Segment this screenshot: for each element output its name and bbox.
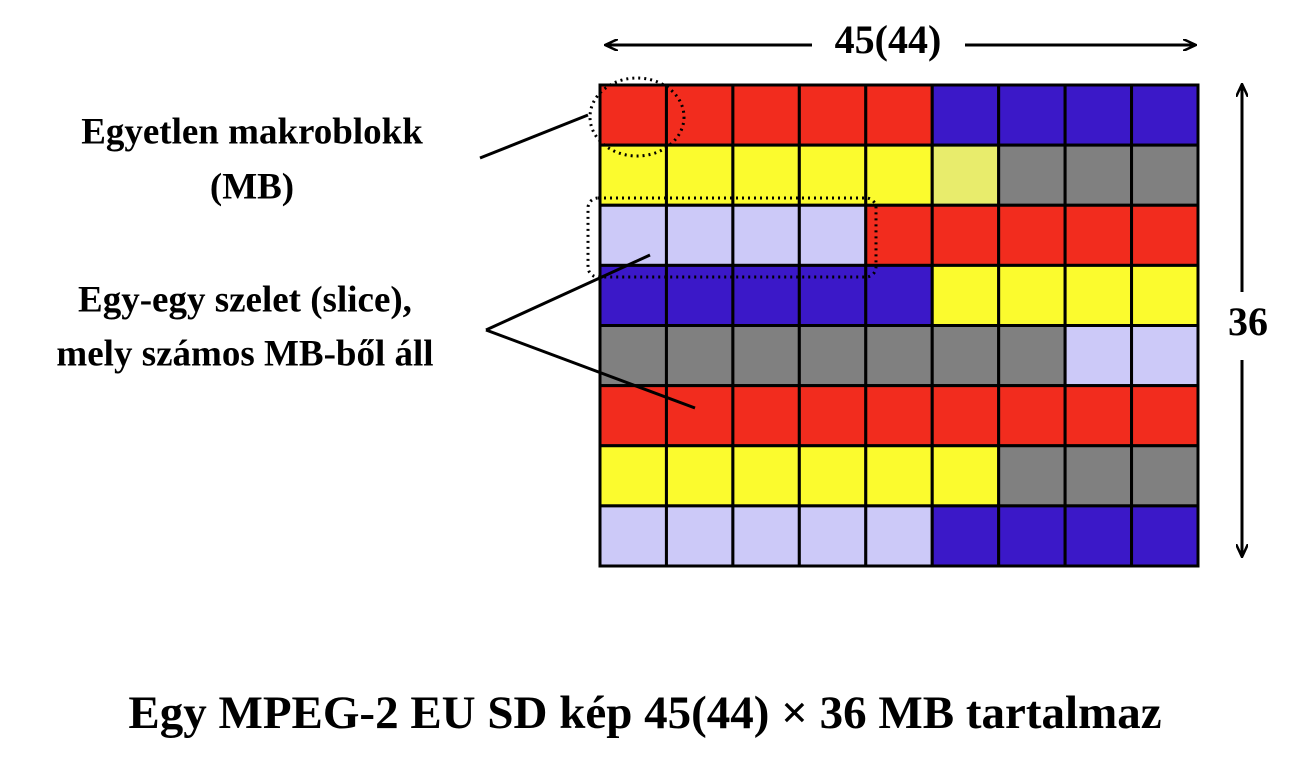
- macroblock: [1063, 324, 1134, 388]
- macroblock: [997, 324, 1067, 388]
- macroblock-label: (MB): [210, 166, 294, 207]
- macroblock: [864, 143, 934, 207]
- macroblock: [731, 143, 801, 207]
- macroblock: [664, 263, 735, 327]
- macroblock: [797, 83, 868, 147]
- macroblock: [598, 143, 668, 207]
- macroblock: [930, 83, 1001, 147]
- macroblock: [797, 504, 868, 568]
- macroblock: [864, 324, 934, 388]
- macroblock: [930, 324, 1001, 388]
- macroblock: [864, 263, 934, 327]
- macroblock: [864, 504, 934, 568]
- macroblock: [1130, 263, 1200, 327]
- macroblock: [797, 384, 868, 448]
- macroblock: [664, 444, 735, 508]
- macroblock: [930, 143, 1001, 207]
- macroblock: [1130, 324, 1200, 388]
- macroblock: [1063, 203, 1134, 267]
- macroblock: [598, 504, 668, 568]
- macroblock: [930, 384, 1001, 448]
- macroblock: [1063, 504, 1134, 568]
- macroblock: [664, 324, 735, 388]
- macroblock: [1130, 504, 1200, 568]
- macroblock: [1130, 203, 1200, 267]
- macroblock: [797, 444, 868, 508]
- caption: Egy MPEG-2 EU SD kép 45(44) × 36 MB tart…: [128, 687, 1161, 739]
- macroblock: [997, 263, 1067, 327]
- macroblock: [1130, 384, 1200, 448]
- callout-line: [485, 328, 696, 410]
- macroblock: [864, 384, 934, 448]
- slice-highlight: [586, 196, 878, 279]
- macroblock: [598, 444, 668, 508]
- macroblock: [997, 143, 1067, 207]
- macroblock: [1130, 83, 1200, 147]
- macroblock: [1063, 83, 1134, 147]
- height-label: 36: [1228, 299, 1268, 344]
- macroblock: [864, 83, 934, 147]
- callout-line: [485, 253, 651, 332]
- macroblock: [1063, 263, 1134, 327]
- macroblock: [930, 504, 1001, 568]
- macroblock: [1063, 384, 1134, 448]
- macroblock: [598, 83, 668, 147]
- macroblock: [731, 203, 801, 267]
- macroblock: [930, 203, 1001, 267]
- macroblock: [731, 83, 801, 147]
- macroblock: [731, 444, 801, 508]
- macroblock: [664, 504, 735, 568]
- macroblock: [1063, 444, 1134, 508]
- macroblock-highlight: [588, 76, 686, 158]
- macroblock: [598, 203, 668, 267]
- macroblock: [997, 444, 1067, 508]
- callout-line: [479, 113, 589, 160]
- macroblock: [930, 263, 1001, 327]
- macroblock: [997, 83, 1067, 147]
- macroblock-label: Egyetlen makroblokk: [81, 111, 423, 152]
- macroblock: [1130, 143, 1200, 207]
- macroblock: [1130, 444, 1200, 508]
- width-label: 45(44): [835, 17, 942, 62]
- macroblock: [731, 384, 801, 448]
- macroblock-grid: [598, 83, 1200, 568]
- slice-label: Egy-egy szelet (slice),: [78, 279, 412, 320]
- macroblock: [731, 263, 801, 327]
- macroblock: [664, 384, 735, 448]
- macroblock: [997, 384, 1067, 448]
- macroblock: [997, 203, 1067, 267]
- macroblock: [864, 444, 934, 508]
- macroblock: [797, 203, 868, 267]
- macroblock: [731, 324, 801, 388]
- macroblock: [797, 324, 868, 388]
- macroblock: [997, 504, 1067, 568]
- macroblock: [797, 143, 868, 207]
- macroblock: [664, 143, 735, 207]
- macroblock: [664, 203, 735, 267]
- macroblock: [797, 263, 868, 327]
- macroblock: [1063, 143, 1134, 207]
- slice-label: mely számos MB-ből áll: [56, 333, 433, 374]
- macroblock: [930, 444, 1001, 508]
- macroblock: [731, 504, 801, 568]
